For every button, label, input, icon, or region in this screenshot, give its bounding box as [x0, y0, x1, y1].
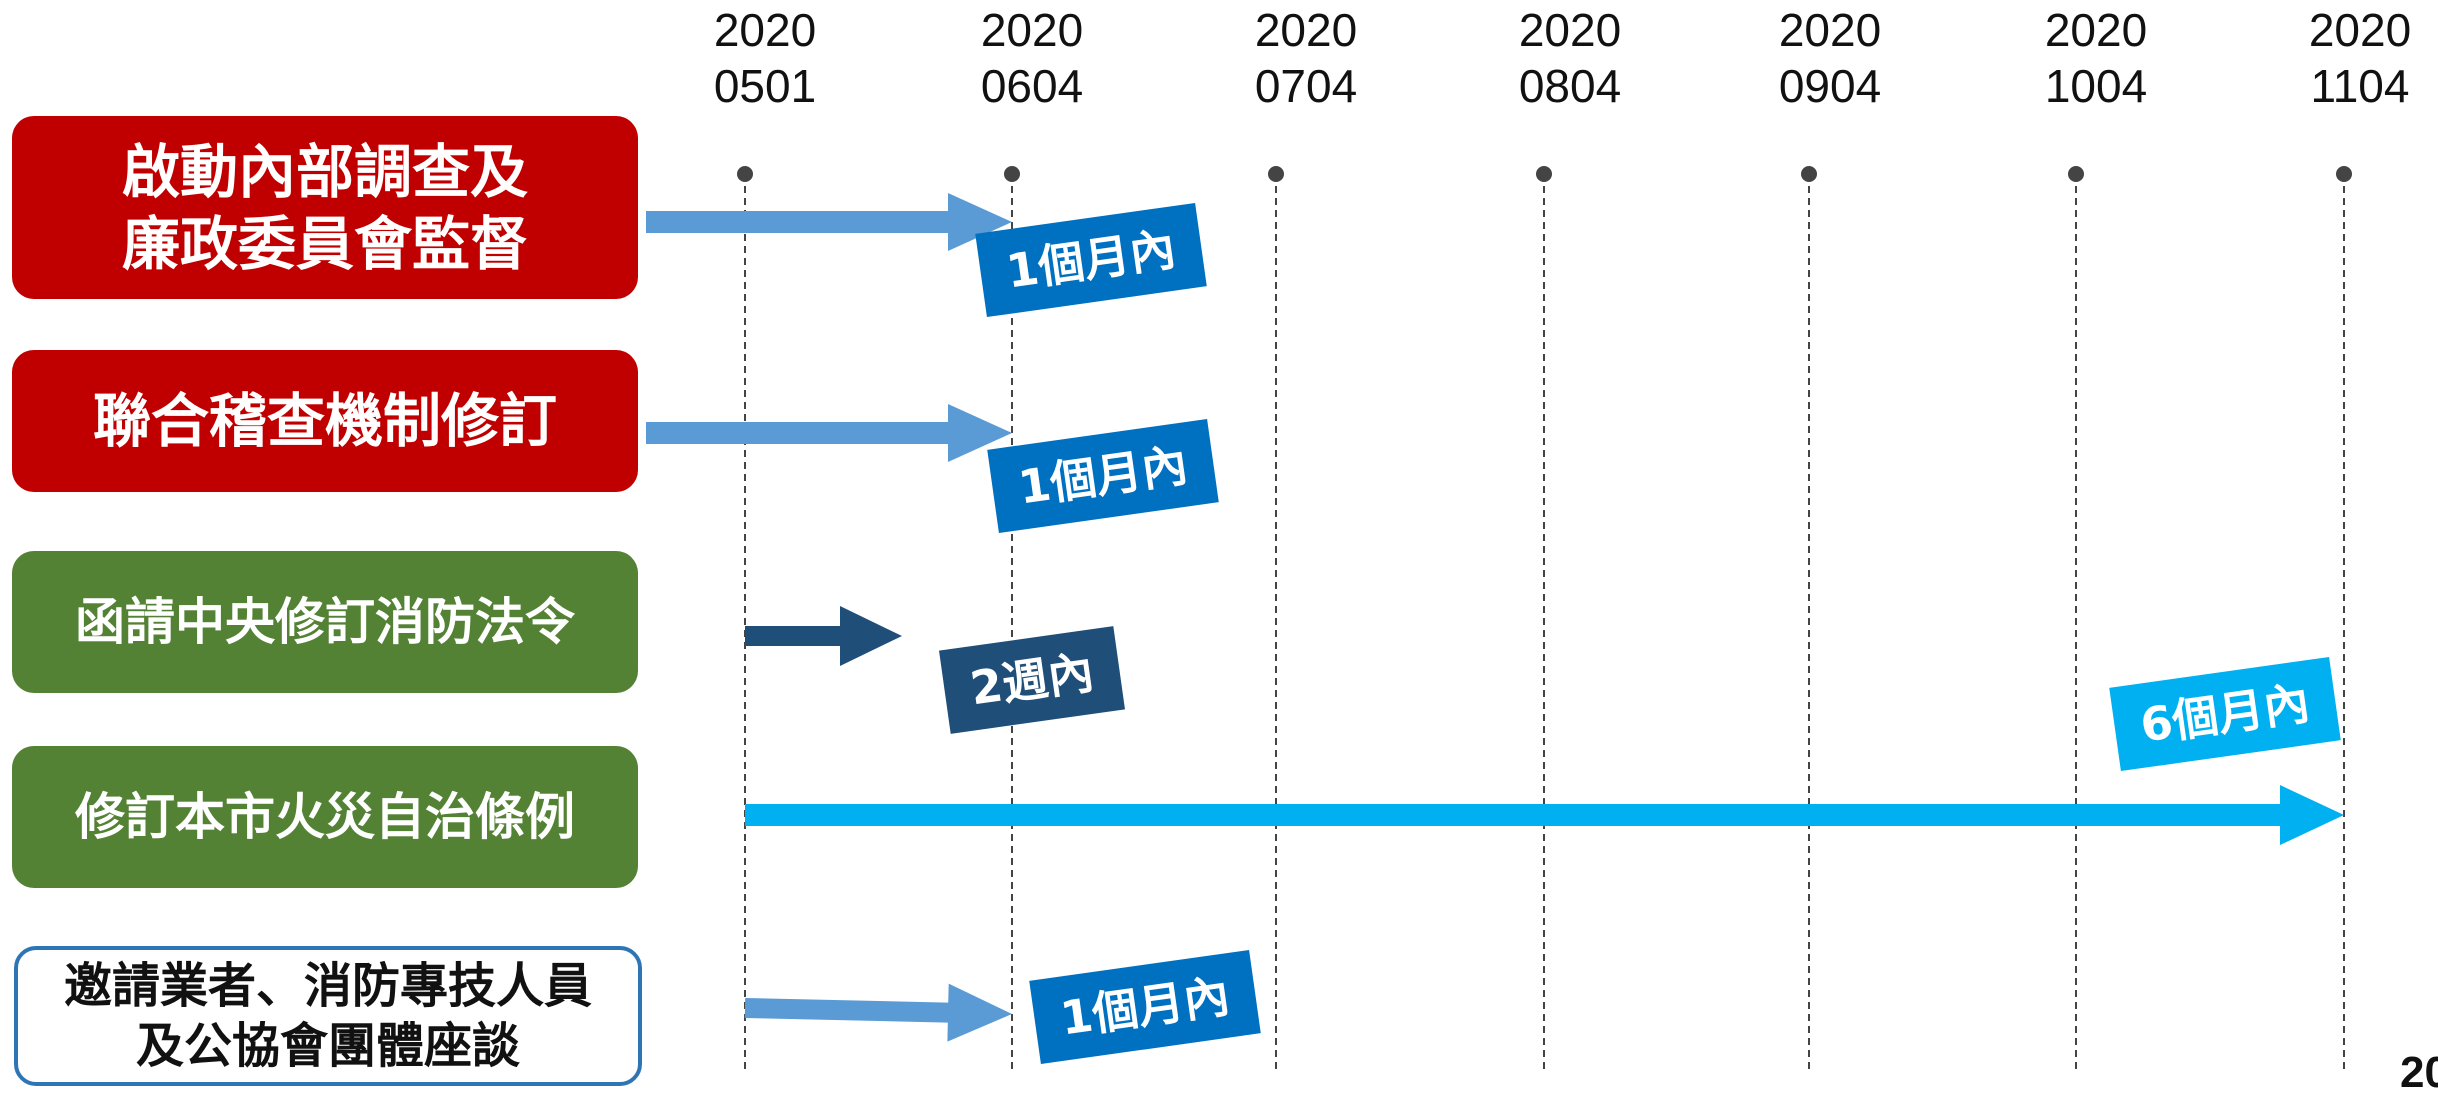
timeline-dot-0704 — [1268, 166, 1284, 182]
timeline-dot-0904 — [1801, 166, 1817, 182]
arrow-task-4 — [745, 785, 2344, 845]
timeline-dot-0501 — [737, 166, 753, 182]
timeline-dot-1004 — [2068, 166, 2084, 182]
task-label: 修訂本市火災自治條例 — [75, 788, 575, 846]
task-internal-investigation: 啟動內部調查及 廉政委員會監督 — [12, 116, 638, 299]
arrow-task-5 — [744, 983, 1012, 1042]
task-label: 邀請業者、消防專技人員 及公協會團體座談 — [63, 958, 592, 1074]
task-label: 聯合稽查機制修訂 — [92, 387, 557, 455]
timeline-dot-1104 — [2336, 166, 2352, 182]
task-stakeholder-meeting: 邀請業者、消防專技人員 及公協會團體座談 — [14, 946, 642, 1086]
task-city-ordinance: 修訂本市火災自治條例 — [12, 746, 638, 888]
arrow-task-1 — [646, 193, 1012, 251]
date-label-1004: 2020 1004 — [2044, 4, 2148, 112]
page-number: 20 — [2400, 1048, 2438, 1097]
task-joint-inspection: 聯合稽查機制修訂 — [12, 350, 638, 492]
date-label-0604: 2020 0604 — [980, 4, 1084, 112]
arrow-task-3 — [745, 606, 902, 666]
timeline-dot-0804 — [1536, 166, 1552, 182]
task-central-fire-law: 函請中央修訂消防法令 — [12, 551, 638, 693]
date-label-1104: 2020 1104 — [2308, 4, 2412, 112]
task-label: 啟動內部調查及 廉政委員會監督 — [121, 137, 528, 278]
date-label-0804: 2020 0804 — [1518, 4, 1622, 112]
date-label-0904: 2020 0904 — [1778, 4, 1882, 112]
date-label-0501: 2020 0501 — [713, 4, 817, 112]
timeline-dot-0604 — [1004, 166, 1020, 182]
task-label: 函請中央修訂消防法令 — [75, 593, 575, 651]
arrow-task-2 — [646, 404, 1012, 462]
date-label-0704: 2020 0704 — [1254, 4, 1358, 112]
